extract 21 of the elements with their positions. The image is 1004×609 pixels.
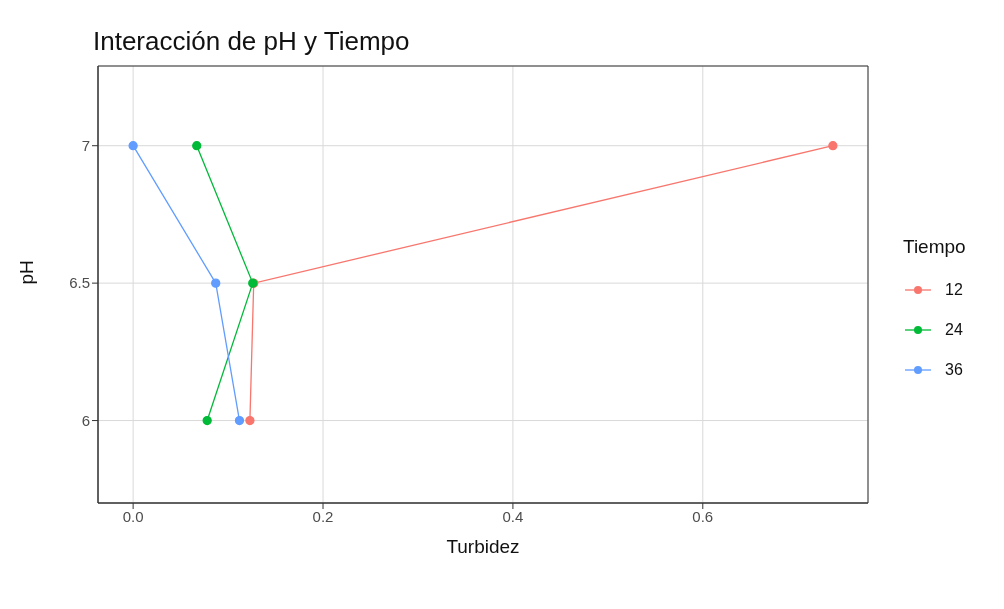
y-tick-label: 7 [81, 137, 90, 155]
legend-label: 12 [945, 281, 963, 299]
point [192, 141, 202, 151]
x-tick-label: 0.2 [312, 507, 334, 525]
point [128, 141, 138, 151]
legend-title: Tiempo [903, 236, 966, 258]
x-axis-title: Turbidez [446, 536, 520, 557]
x-tick-label: 0.0 [122, 507, 144, 525]
x-tick-label: 0.6 [692, 507, 714, 525]
point [245, 415, 255, 426]
y-tick-label: 6 [81, 411, 90, 429]
legend-label: 36 [945, 361, 963, 379]
point [828, 141, 838, 151]
point [202, 415, 212, 426]
chart-title: Interacción de pH y Tiempo [93, 26, 410, 57]
point [211, 278, 221, 288]
x-tick-label: 0.4 [502, 507, 524, 525]
y-axis-title: pH [15, 260, 37, 285]
point [234, 415, 245, 426]
legend-label: 24 [945, 321, 963, 339]
y-tick-label: 6.5 [69, 274, 90, 292]
